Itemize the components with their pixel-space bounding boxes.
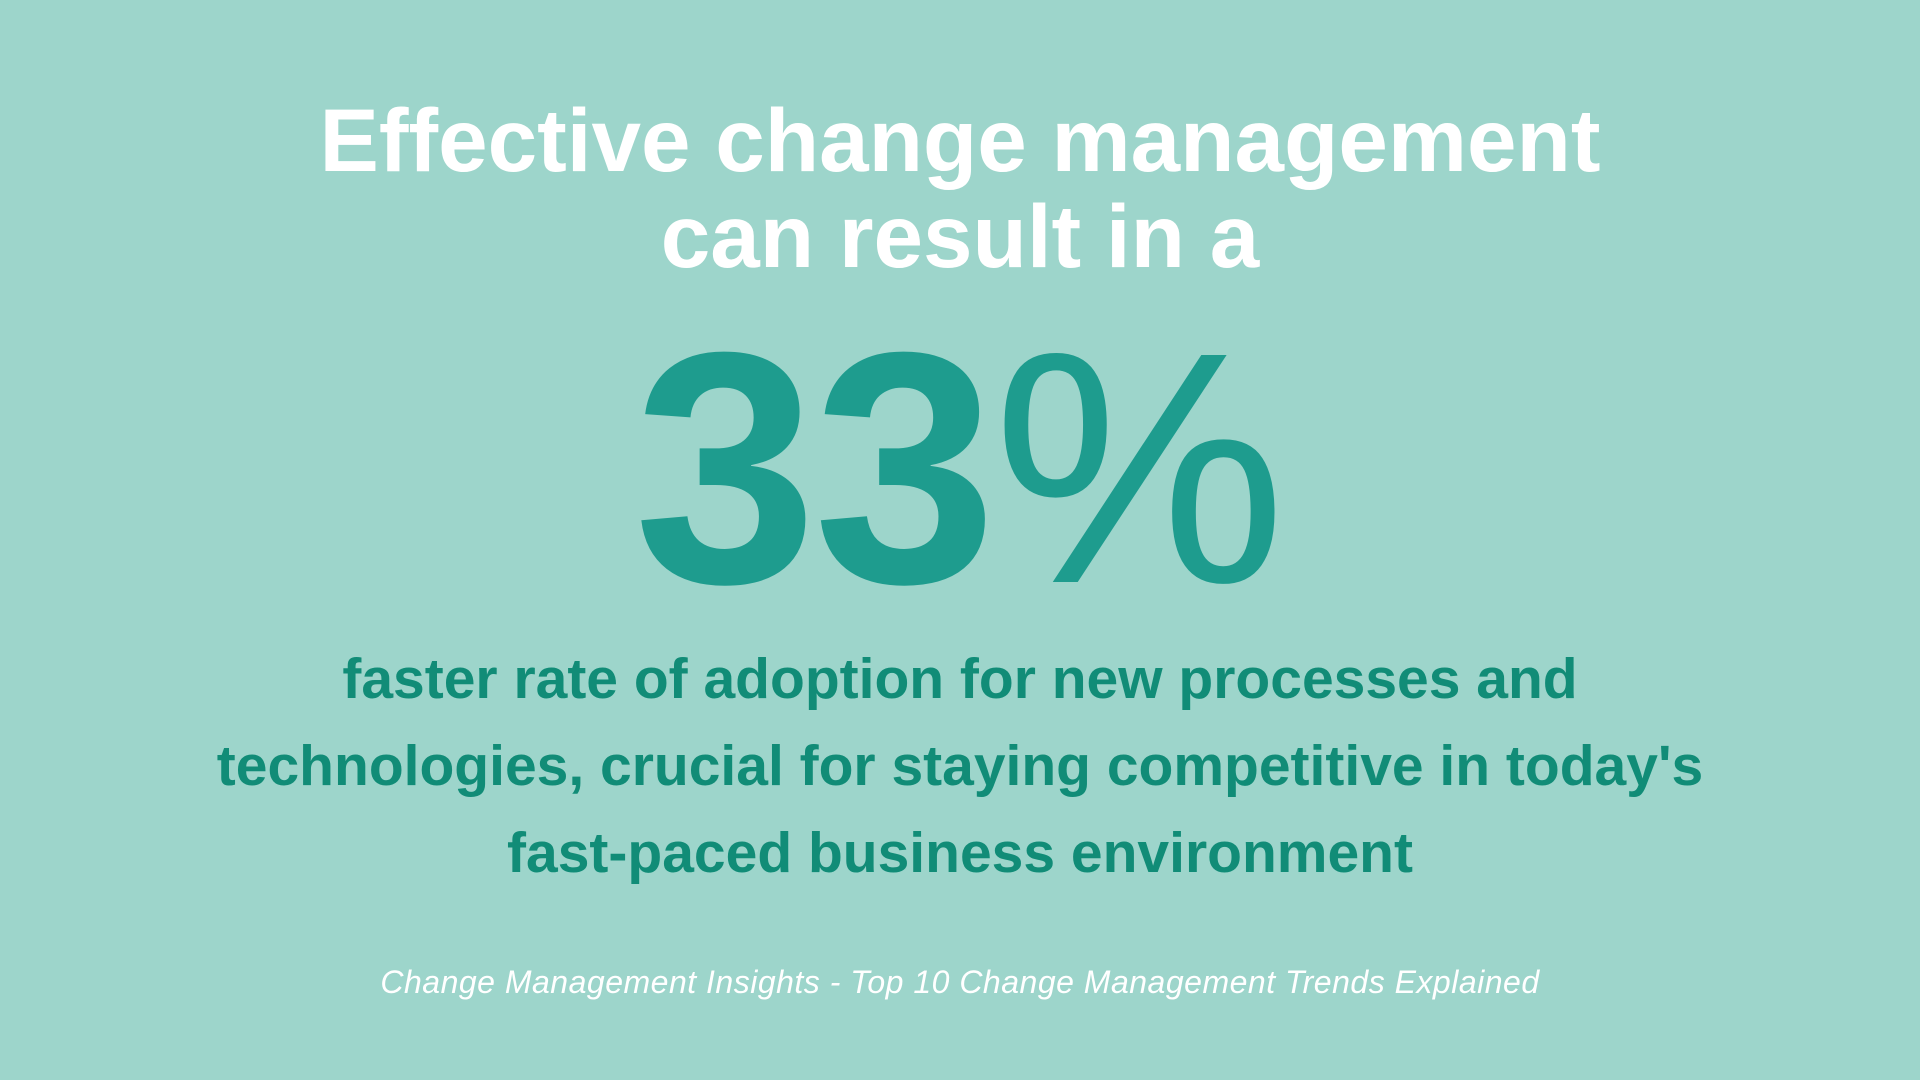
stat-description-line-3: fast-paced business environment xyxy=(507,821,1413,885)
headline: Effective change management can result i… xyxy=(0,92,1920,284)
headline-line-2: can result in a xyxy=(660,186,1260,286)
big-stat: 33% xyxy=(0,303,1920,633)
stat-description: faster rate of adoption for new processe… xyxy=(0,636,1920,897)
stat-percent-symbol: % xyxy=(992,283,1287,652)
stat-description-line-1: faster rate of adoption for new processe… xyxy=(342,647,1578,711)
stat-number: 33 xyxy=(633,283,997,652)
stat-description-line-2: technologies, crucial for staying compet… xyxy=(216,734,1704,798)
source-citation: Change Management Insights - Top 10 Chan… xyxy=(380,964,1540,1000)
headline-line-1: Effective change management xyxy=(319,90,1601,190)
